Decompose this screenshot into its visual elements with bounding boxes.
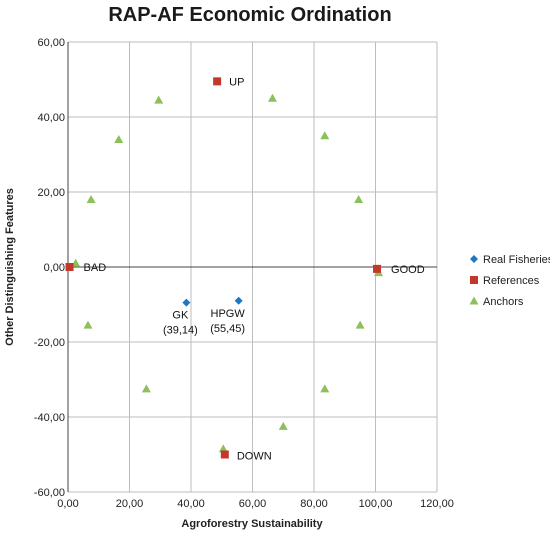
x-tick-label: 120,00 [420,498,454,510]
point-sublabel: (55,45) [210,323,245,335]
point-label: HPGW [211,308,246,320]
legend-marker-references [470,276,478,284]
data-point-real-fisheries [182,298,191,307]
data-point-anchors [278,421,288,430]
point-sublabel: (39,14) [163,325,198,337]
data-point-anchors [114,135,124,143]
point-label: GOOD [391,264,425,276]
legend-label: References [483,275,540,287]
data-point-anchors [354,195,364,203]
data-point-references [220,450,229,459]
point-label: UP [229,76,244,88]
tick-labels: 0,00 20,00 40,00 60,00 80,00 100,00 120,00 60,0… [34,37,454,510]
legend: Real Fisheries References Anchors [469,254,550,308]
x-axis-title: Agroforestry Sustainability [181,518,323,530]
x-tick-label: 100,00 [359,498,393,510]
y-tick-label: 0,00 [44,262,65,274]
point-label: DOWN [237,451,272,463]
data-point-anchors [141,384,151,393]
point-label: GK [172,310,189,322]
data-point-anchors [154,95,164,104]
y-axis-title: Other Distinguishing Features [4,188,16,346]
y-tick-label: -60,00 [34,487,65,499]
x-tick-label: 80,00 [300,498,328,510]
data-point-references [373,264,382,273]
x-tick-label: 60,00 [239,498,267,510]
y-tick-label: -40,00 [34,412,65,424]
chart-title: RAP-AF Economic Ordination [108,4,392,26]
data-points [65,77,384,459]
data-point-references [65,263,74,271]
legend-marker-anchors [469,296,479,305]
y-tick-label: -20,00 [34,337,65,349]
x-tick-label: 40,00 [177,498,205,510]
data-point-anchors [83,320,93,329]
data-point-anchors [320,384,330,393]
x-tick-label: 0,00 [57,498,78,510]
x-tick-label: 20,00 [116,498,144,510]
point-label: BAD [84,262,107,274]
point-labels: GK (39,14) HPGW (55,45) BAD GOOD UP DOWN [84,76,425,462]
data-point-real-fisheries [234,296,243,305]
y-tick-label: 20,00 [37,187,65,199]
data-point-anchors [218,444,228,453]
data-point-anchors [320,131,330,140]
legend-marker-real-fisheries [470,255,478,263]
legend-label: Real Fisheries [483,254,550,266]
data-point-references [213,77,222,86]
y-tick-label: 60,00 [37,37,65,49]
data-point-anchors [267,93,277,102]
y-tick-label: 40,00 [37,112,65,124]
data-point-anchors [355,320,365,329]
grid-lines [67,41,438,493]
legend-label: Anchors [483,296,524,308]
data-point-anchors [86,195,96,203]
